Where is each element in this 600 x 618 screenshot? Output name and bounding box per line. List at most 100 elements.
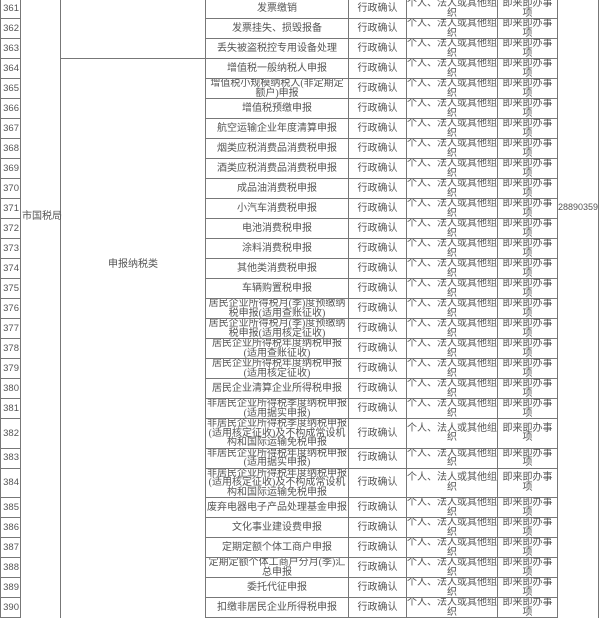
item-type: 行政确认 xyxy=(348,58,407,79)
item-type: 行政确认 xyxy=(348,447,407,469)
item-target: 个人、法人或其他组织 xyxy=(406,298,498,319)
item-name: 居民企业所得税年度纳税申报(适用核定征收) xyxy=(205,358,349,379)
table-row: 363 丢失被盗税控专用设备处理 行政确认 个人、法人或其他组织 即来即办事项 xyxy=(0,38,599,59)
table-row: 364 增值税一般纳税人申报 行政确认 个人、法人或其他组织 即来即办事项 xyxy=(0,58,599,618)
item-kind: 即来即办事项 xyxy=(497,258,558,279)
item-kind: 即来即办事项 xyxy=(497,597,558,618)
item-name: 涂料消费税申报 xyxy=(205,238,349,259)
row-number: 365 xyxy=(0,78,21,99)
row-number: 383 xyxy=(0,447,21,469)
item-kind: 即来即办事项 xyxy=(497,78,558,99)
item-name: 发票挂失、损毁报备 xyxy=(205,18,349,39)
row-number: 377 xyxy=(0,318,21,339)
item-type: 行政确认 xyxy=(348,298,407,319)
item-type: 行政确认 xyxy=(348,378,407,399)
item-type: 行政确认 xyxy=(348,517,407,538)
item-name: 扣缴非居民企业所得税申报 xyxy=(205,597,349,618)
category-cell xyxy=(60,58,206,618)
item-target: 个人、法人或其他组织 xyxy=(406,398,498,419)
item-type: 行政确认 xyxy=(348,557,407,578)
item-name: 居民企业清算企业所得税申报 xyxy=(205,378,349,399)
department-label: 市国税局 xyxy=(22,211,62,222)
item-name: 丢失被盗税控专用设备处理 xyxy=(205,38,349,59)
item-type: 行政确认 xyxy=(348,98,407,119)
item-name: 其他类消费税申报 xyxy=(205,258,349,279)
item-target: 个人、法人或其他组织 xyxy=(406,118,498,139)
item-target: 个人、法人或其他组织 xyxy=(406,138,498,159)
item-target: 个人、法人或其他组织 xyxy=(406,238,498,259)
item-kind: 即来即办事项 xyxy=(497,178,558,199)
item-name: 定期定额个体工商户分月(季)汇总申报 xyxy=(205,557,349,578)
item-name: 烟类应税消费品消费税申报 xyxy=(205,138,349,159)
phone-cell xyxy=(557,0,599,618)
item-type: 行政确认 xyxy=(348,18,407,39)
item-target: 个人、法人或其他组织 xyxy=(406,78,498,99)
row-number: 379 xyxy=(0,358,21,379)
row-number: 361 xyxy=(0,0,21,19)
item-target: 个人、法人或其他组织 xyxy=(406,467,498,498)
item-target: 个人、法人或其他组织 xyxy=(406,577,498,598)
item-name: 定期定额个体工商户申报 xyxy=(205,537,349,558)
item-name: 居民企业所得税月(季)度预缴纳税申报(适用核定征收) xyxy=(205,318,349,339)
item-target: 个人、法人或其他组织 xyxy=(406,278,498,299)
item-kind: 即来即办事项 xyxy=(497,557,558,578)
item-name: 居民企业所得税月(季)度预缴纳税申报(适用查账征收) xyxy=(205,298,349,319)
item-name: 居民企业所得税年度纳税申报(适用查账征收) xyxy=(205,338,349,359)
item-kind: 即来即办事项 xyxy=(497,158,558,179)
row-number: 370 xyxy=(0,178,21,199)
item-kind: 即来即办事项 xyxy=(497,278,558,299)
row-number: 380 xyxy=(0,378,21,399)
item-kind: 即来即办事项 xyxy=(497,358,558,379)
item-type: 行政确认 xyxy=(348,418,407,449)
table-row: 378 居民企业所得税年度纳税申报(适用查账征收) 行政确认 个人、法人或其他组织 即来… xyxy=(0,338,599,359)
table-row: 366 增值税预缴申报 行政确认 个人、法人或其他组织 即来即办事项 xyxy=(0,98,599,119)
item-type: 行政确认 xyxy=(348,398,407,419)
item-type: 行政确认 xyxy=(348,338,407,359)
item-name: 航空运输企业年度清算申报 xyxy=(205,118,349,139)
item-target: 个人、法人或其他组织 xyxy=(406,338,498,359)
item-kind: 即来即办事项 xyxy=(497,467,558,498)
item-name: 发票缴销 xyxy=(205,0,349,19)
table-row: 379 居民企业所得税年度纳税申报(适用核定征收) 行政确认 个人、法人或其他组织 即来… xyxy=(0,358,599,379)
item-target: 个人、法人或其他组织 xyxy=(406,158,498,179)
item-name: 成品油消费税申报 xyxy=(205,178,349,199)
item-type: 行政确认 xyxy=(348,0,407,19)
item-type: 行政确认 xyxy=(348,38,407,59)
item-name: 委托代征申报 xyxy=(205,577,349,598)
table-row: 369 酒类应税消费品消费税申报 行政确认 个人、法人或其他组织 即来即办事项 xyxy=(0,158,599,179)
row-number: 378 xyxy=(0,338,21,359)
row-number: 362 xyxy=(0,18,21,39)
item-target: 个人、法人或其他组织 xyxy=(406,447,498,469)
row-number: 376 xyxy=(0,298,21,319)
item-target: 个人、法人或其他组织 xyxy=(406,517,498,538)
row-number: 384 xyxy=(0,467,21,498)
table-row: 368 烟类应税消费品消费税申报 行政确认 个人、法人或其他组织 即来即办事项 xyxy=(0,138,599,159)
item-kind: 即来即办事项 xyxy=(497,298,558,319)
row-number: 367 xyxy=(0,118,21,139)
item-type: 行政确认 xyxy=(348,118,407,139)
item-type: 行政确认 xyxy=(348,138,407,159)
item-kind: 即来即办事项 xyxy=(497,497,558,518)
row-number: 369 xyxy=(0,158,21,179)
item-type: 行政确认 xyxy=(348,238,407,259)
item-target: 个人、法人或其他组织 xyxy=(406,38,498,59)
item-kind: 即来即办事项 xyxy=(497,138,558,159)
item-target: 个人、法人或其他组织 xyxy=(406,537,498,558)
item-name: 车辆购置税申报 xyxy=(205,278,349,299)
category-label: 申报纳税类 xyxy=(108,259,158,270)
row-number: 366 xyxy=(0,98,21,119)
row-number: 389 xyxy=(0,577,21,598)
item-name: 增值税一般纳税人申报 xyxy=(205,58,349,79)
item-kind: 即来即办事项 xyxy=(497,378,558,399)
item-kind: 即来即办事项 xyxy=(497,398,558,419)
table-row: 376 居民企业所得税月(季)度预缴纳税申报(适用查账征收) 行政确认 个人、法人或其… xyxy=(0,298,599,319)
item-kind: 即来即办事项 xyxy=(497,338,558,359)
row-number: 390 xyxy=(0,597,21,618)
row-number: 371 xyxy=(0,198,21,219)
row-number: 381 xyxy=(0,398,21,419)
item-name: 文化事业建设费申报 xyxy=(205,517,349,538)
item-type: 行政确认 xyxy=(348,78,407,99)
item-type: 行政确认 xyxy=(348,577,407,598)
